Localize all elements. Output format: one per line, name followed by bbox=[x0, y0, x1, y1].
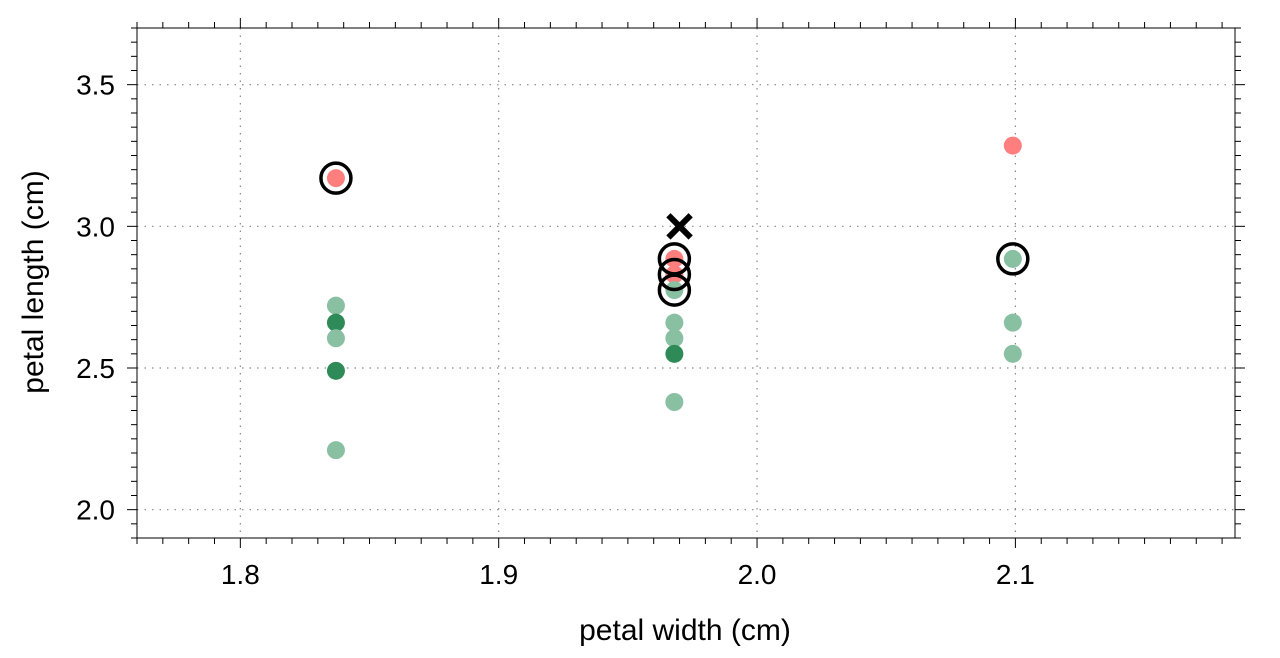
data-point-9 bbox=[665, 313, 684, 332]
y-axis-label: petal length (cm) bbox=[17, 170, 50, 393]
query-point bbox=[666, 213, 693, 240]
data-point-5 bbox=[326, 441, 345, 460]
y-tick-label-3: 3.5 bbox=[76, 70, 115, 101]
data-point-10 bbox=[665, 329, 684, 348]
data-point-13 bbox=[1003, 136, 1022, 155]
x-tick-label-0: 1.8 bbox=[221, 559, 260, 590]
data-point-16 bbox=[1003, 344, 1022, 363]
highlight-circles bbox=[319, 161, 1030, 307]
y-tick-labels: 2.0 2.5 3.0 3.5 bbox=[76, 70, 115, 526]
data-point-2 bbox=[326, 313, 345, 332]
data-point-14 bbox=[1003, 249, 1022, 268]
y-tick-label-2: 3.0 bbox=[76, 211, 115, 242]
axis-ticks bbox=[127, 18, 1245, 548]
x-tick-label-3: 2.1 bbox=[996, 559, 1035, 590]
x-axis-label: petal width (cm) bbox=[579, 614, 791, 647]
data-point-0 bbox=[326, 169, 345, 188]
highlight-circle-2 bbox=[657, 257, 692, 292]
data-points bbox=[326, 136, 1022, 460]
data-point-12 bbox=[665, 393, 684, 411]
highlight-circle-4 bbox=[996, 242, 1030, 276]
x-tick-label-1: 1.9 bbox=[479, 559, 518, 590]
query-x-stroke-2 bbox=[666, 213, 693, 240]
data-point-3 bbox=[326, 329, 345, 348]
y-tick-label-1: 2.5 bbox=[76, 353, 115, 384]
plot-frame bbox=[136, 27, 1236, 539]
query-x-marker bbox=[666, 213, 693, 240]
grid-lines bbox=[137, 28, 1235, 538]
highlight-circle-0 bbox=[319, 161, 353, 195]
x-tick-label-2: 2.0 bbox=[738, 559, 777, 590]
data-point-1 bbox=[326, 296, 345, 315]
x-tick-labels: 1.8 1.9 2.0 2.1 bbox=[221, 559, 1035, 590]
y-tick-label-0: 2.0 bbox=[76, 495, 115, 526]
data-point-4 bbox=[326, 361, 345, 380]
highlight-circle-3 bbox=[657, 273, 692, 307]
data-point-11 bbox=[665, 344, 684, 363]
data-point-15 bbox=[1003, 313, 1022, 332]
